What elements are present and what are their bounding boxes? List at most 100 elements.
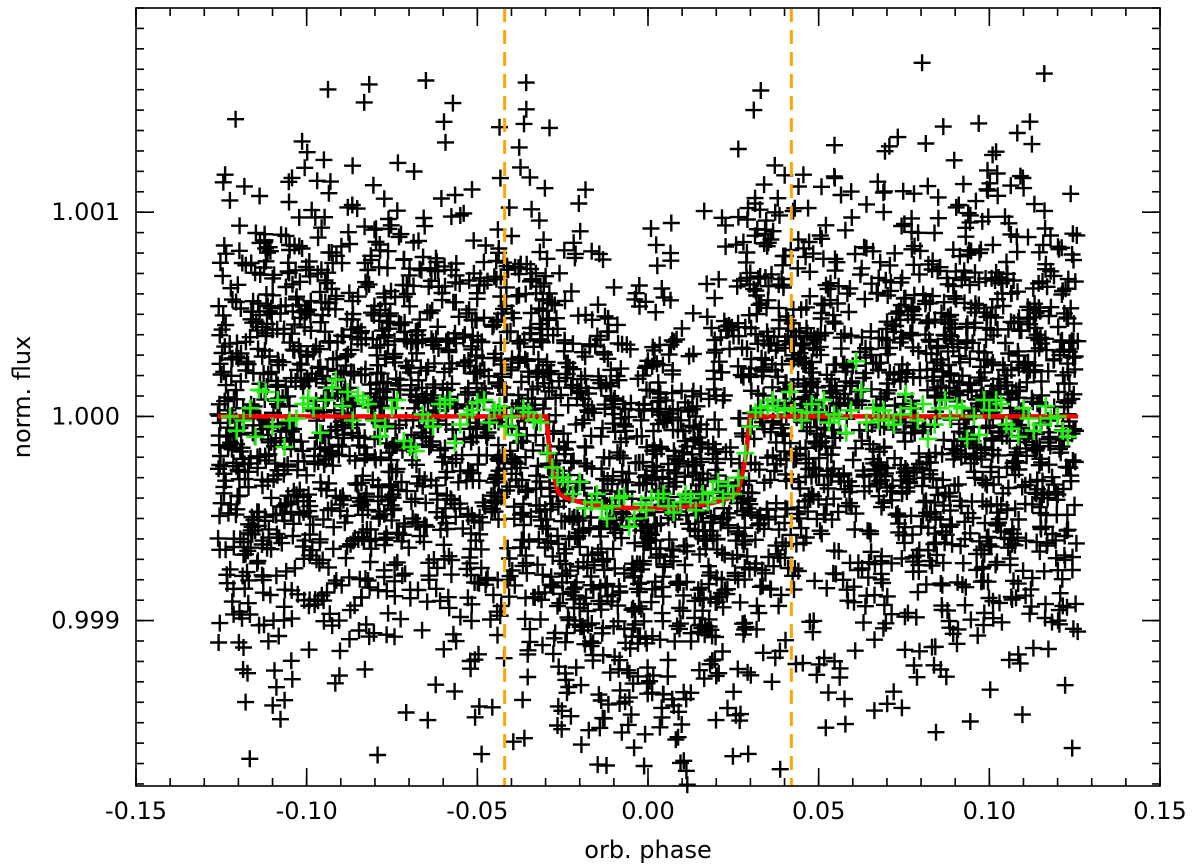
raw-point (762, 423, 780, 441)
raw-point (473, 333, 491, 351)
raw-point (917, 492, 935, 510)
raw-point (862, 543, 880, 561)
raw-point (330, 667, 348, 685)
raw-point (864, 242, 882, 260)
raw-point (772, 419, 790, 437)
raw-point (356, 449, 374, 467)
raw-point (492, 352, 510, 369)
raw-point (230, 242, 248, 260)
raw-point (800, 233, 818, 251)
raw-point (998, 377, 1016, 394)
raw-point (924, 287, 942, 305)
raw-point (849, 382, 867, 400)
raw-point (802, 327, 820, 345)
raw-point (901, 474, 919, 492)
raw-point (322, 422, 340, 440)
raw-point (907, 608, 925, 626)
raw-point (957, 446, 975, 464)
raw-point (296, 159, 314, 177)
raw-point (954, 554, 972, 572)
raw-point (911, 242, 929, 260)
raw-point (513, 471, 531, 489)
raw-point (435, 113, 453, 131)
raw-point (277, 278, 295, 296)
raw-point (1038, 534, 1056, 552)
raw-point (689, 581, 707, 599)
raw-point (979, 161, 996, 179)
raw-point (1006, 446, 1024, 464)
raw-point (766, 203, 784, 221)
raw-point (211, 326, 229, 344)
raw-point (677, 690, 695, 708)
raw-point (465, 365, 483, 383)
raw-point (606, 648, 624, 666)
raw-point (403, 352, 421, 370)
raw-point (637, 534, 655, 552)
raw-point (826, 250, 844, 268)
raw-point (534, 302, 552, 320)
raw-point (256, 512, 274, 530)
raw-point (924, 368, 941, 386)
raw-point (869, 284, 887, 302)
raw-point (660, 346, 678, 363)
raw-point (214, 267, 232, 285)
raw-point (491, 607, 509, 625)
raw-point (589, 296, 607, 314)
raw-point (567, 415, 585, 433)
raw-point (439, 588, 457, 606)
raw-point (397, 704, 415, 721)
binned-point (592, 499, 611, 518)
binned-point (709, 472, 727, 491)
raw-point (1042, 298, 1060, 316)
raw-point (619, 716, 637, 734)
binned-point (323, 378, 342, 397)
raw-point (630, 597, 648, 615)
raw-point (368, 339, 386, 357)
raw-point (285, 482, 303, 500)
binned-point (941, 409, 960, 428)
raw-point (580, 519, 598, 537)
raw-point (331, 642, 349, 660)
raw-point (853, 328, 871, 346)
raw-point (530, 212, 548, 230)
raw-point (910, 265, 928, 283)
raw-point (1010, 461, 1028, 478)
raw-point (893, 699, 911, 717)
raw-point (850, 421, 868, 439)
binned-point (451, 415, 470, 434)
raw-point (376, 531, 394, 549)
raw-point (537, 520, 555, 538)
raw-point (298, 466, 316, 484)
binned-point (724, 485, 743, 503)
raw-point (555, 241, 573, 259)
raw-point (885, 366, 903, 384)
raw-point (365, 624, 383, 642)
raw-point (978, 180, 996, 198)
raw-point (295, 453, 313, 471)
raw-point (677, 506, 695, 524)
raw-point (815, 476, 833, 494)
raw-point (513, 539, 531, 557)
raw-point (835, 385, 853, 403)
raw-point (1017, 532, 1035, 550)
raw-point (409, 334, 427, 352)
raw-point (1036, 202, 1053, 220)
raw-point (630, 277, 648, 294)
raw-point (922, 418, 940, 436)
raw-point (1036, 609, 1054, 627)
raw-point (320, 184, 338, 202)
raw-point (939, 342, 957, 360)
raw-point (758, 500, 776, 518)
raw-point (441, 360, 458, 378)
raw-point (310, 554, 328, 572)
raw-point (984, 441, 1002, 459)
raw-point (1031, 437, 1049, 455)
raw-point (1035, 65, 1053, 83)
raw-point (375, 389, 393, 407)
raw-point (686, 592, 704, 610)
raw-point (713, 544, 731, 562)
raw-point (500, 588, 518, 606)
binned-point (714, 489, 733, 508)
raw-point (919, 177, 937, 195)
raw-point (654, 356, 672, 374)
